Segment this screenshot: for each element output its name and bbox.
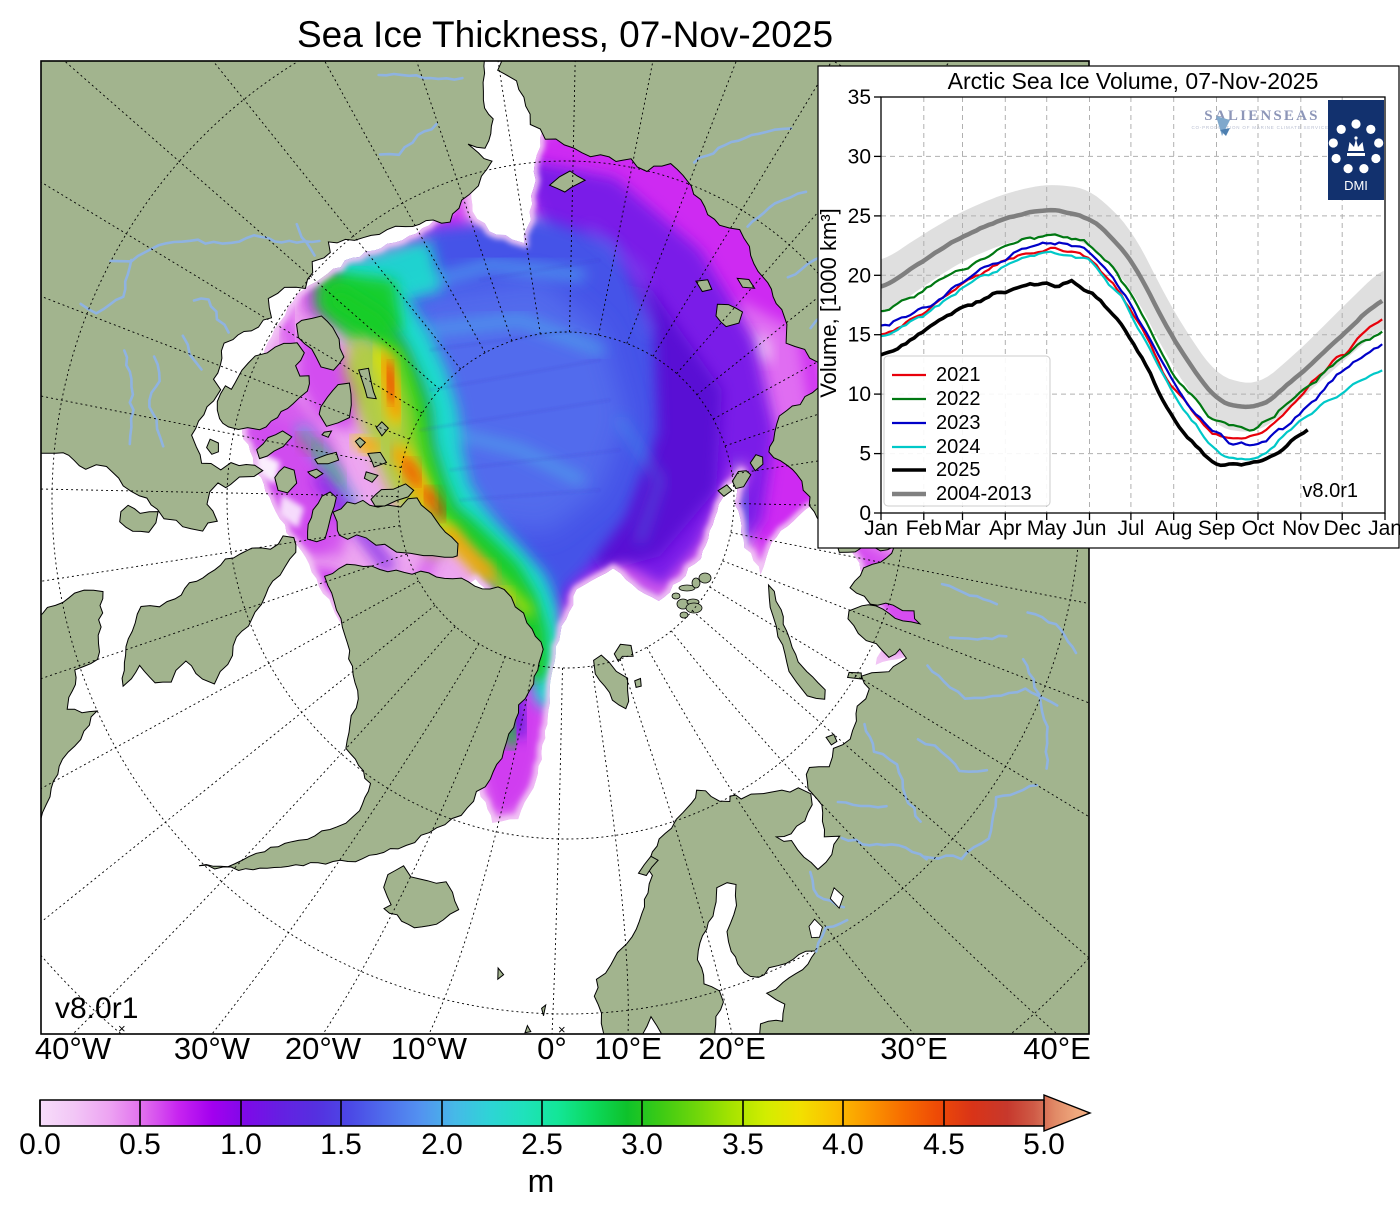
svg-text:20°E: 20°E: [698, 1031, 766, 1066]
svg-text:2022: 2022: [936, 388, 981, 410]
svg-text:30°W: 30°W: [174, 1031, 251, 1066]
svg-text:5.0: 5.0: [1023, 1128, 1065, 1161]
svg-text:5: 5: [859, 443, 871, 466]
svg-text:2024: 2024: [936, 436, 981, 458]
svg-text:Dec: Dec: [1324, 517, 1361, 540]
svg-text:4.0: 4.0: [822, 1128, 864, 1161]
svg-text:35: 35: [848, 86, 871, 109]
svg-text:v8.0r1: v8.0r1: [55, 992, 138, 1025]
svg-text:May: May: [1027, 517, 1067, 540]
svg-text:30°E: 30°E: [880, 1031, 948, 1066]
svg-text:2021: 2021: [936, 364, 981, 386]
svg-text:Aug: Aug: [1155, 517, 1192, 540]
svg-text:2.0: 2.0: [421, 1128, 463, 1161]
svg-text:2025: 2025: [936, 459, 981, 481]
svg-text:20: 20: [848, 264, 871, 287]
svg-text:Volume, [1000 km³]: Volume, [1000 km³]: [816, 208, 841, 398]
svg-text:Oct: Oct: [1242, 517, 1275, 540]
svg-text:Apr: Apr: [989, 517, 1022, 540]
svg-text:Mar: Mar: [944, 517, 980, 540]
svg-text:3.5: 3.5: [722, 1128, 764, 1161]
svg-text:Jul: Jul: [1117, 517, 1144, 540]
svg-text:40°E: 40°E: [1023, 1031, 1091, 1066]
svg-text:10°E: 10°E: [594, 1031, 662, 1066]
svg-text:15: 15: [848, 324, 871, 347]
svg-text:Sep: Sep: [1198, 517, 1235, 540]
svg-text:0.0: 0.0: [19, 1128, 61, 1161]
svg-text:30: 30: [848, 145, 871, 168]
svg-text:Sea Ice Thickness, 07-Nov-2025: Sea Ice Thickness, 07-Nov-2025: [297, 14, 833, 55]
svg-text:0°: 0°: [537, 1031, 567, 1066]
svg-text:1.5: 1.5: [320, 1128, 362, 1161]
svg-text:40°W: 40°W: [35, 1031, 112, 1066]
svg-text:Jun: Jun: [1073, 517, 1107, 540]
svg-text:2023: 2023: [936, 412, 981, 434]
svg-text:3.0: 3.0: [621, 1128, 663, 1161]
svg-text:DMI: DMI: [1344, 178, 1368, 193]
svg-text:20°W: 20°W: [285, 1031, 362, 1066]
svg-text:0: 0: [859, 502, 871, 525]
svg-text:v8.0r1: v8.0r1: [1302, 480, 1358, 502]
svg-text:25: 25: [848, 205, 871, 228]
svg-text:Nov: Nov: [1282, 517, 1320, 540]
svg-text:×: ×: [118, 1021, 126, 1036]
svg-text:CO-PRODUCTION OF MARINE CLIMAT: CO-PRODUCTION OF MARINE CLIMATE SERVICES: [1191, 125, 1332, 130]
svg-text:SALIENSEAS: SALIENSEAS: [1204, 108, 1319, 124]
svg-text:Jan: Jan: [1368, 517, 1400, 540]
svg-text:4.5: 4.5: [923, 1128, 965, 1161]
svg-text:Arctic Sea Ice Volume, 07-Nov-: Arctic Sea Ice Volume, 07-Nov-2025: [948, 68, 1319, 94]
svg-text:0.5: 0.5: [119, 1128, 161, 1161]
svg-text:m: m: [528, 1163, 555, 1199]
svg-text:Jan: Jan: [864, 517, 898, 540]
svg-text:10: 10: [848, 383, 871, 406]
svg-text:2.5: 2.5: [521, 1128, 563, 1161]
svg-text:2004-2013: 2004-2013: [936, 483, 1032, 505]
svg-text:1.0: 1.0: [220, 1128, 262, 1161]
svg-text:Feb: Feb: [906, 517, 942, 540]
svg-text:10°W: 10°W: [391, 1031, 468, 1066]
svg-text:×: ×: [558, 1022, 566, 1037]
